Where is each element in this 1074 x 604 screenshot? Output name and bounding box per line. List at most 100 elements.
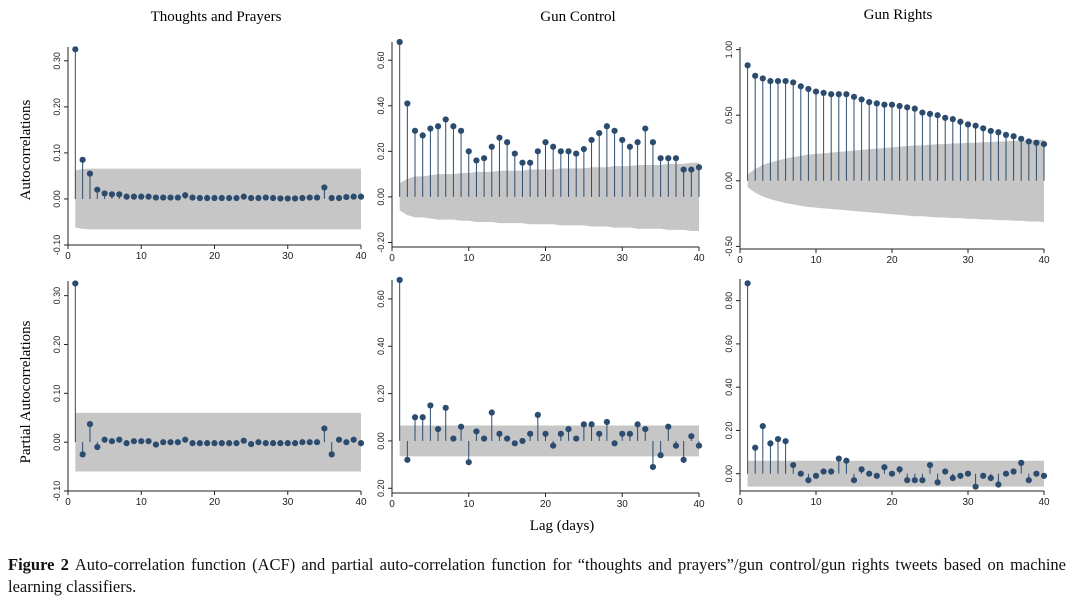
acf-point (835, 91, 842, 98)
acf-point (820, 468, 827, 475)
acf-point (642, 125, 649, 132)
acf-point (896, 102, 903, 110)
acf-point (527, 159, 534, 166)
acf-point (419, 414, 426, 421)
confidence-band (747, 139, 1044, 223)
acf-point (995, 129, 1002, 136)
acf-point (504, 435, 511, 442)
y-tick-label: 0.00 (52, 190, 62, 208)
acf-point (306, 194, 313, 201)
acf-point (160, 439, 167, 446)
acf-point (306, 439, 313, 446)
acf-point (145, 193, 152, 200)
y-tick-label: 0.80 (724, 292, 734, 310)
acf-point (957, 472, 964, 479)
acf-point (496, 430, 503, 437)
acf-point (573, 150, 580, 157)
acf-point (866, 470, 873, 477)
acf-point (649, 463, 657, 471)
acf-point (182, 192, 189, 199)
y-tick-label: 0.60 (376, 51, 386, 69)
x-tick-label: 30 (962, 497, 974, 508)
acf-point (888, 470, 896, 477)
acf-point (511, 150, 518, 157)
acf-point (634, 139, 641, 146)
x-tick-label: 20 (540, 253, 552, 264)
acf-point (565, 426, 572, 433)
acf-point (534, 148, 541, 155)
row-label-partial-autocorrelations: Partial Autocorrelations (18, 320, 34, 463)
confidence-band (747, 460, 1044, 487)
acf-point (174, 194, 181, 201)
acf-point (949, 474, 956, 482)
acf-point (204, 440, 211, 447)
acf-point (1018, 459, 1025, 466)
acf-point (160, 194, 167, 201)
acf-point (182, 436, 189, 443)
acf-point (357, 440, 365, 447)
y-tick-label: 0.00 (376, 432, 386, 450)
acf-point (926, 110, 934, 117)
caption-label: Figure 2 (8, 555, 69, 574)
acf-point (450, 435, 457, 442)
acf-point (255, 439, 262, 446)
acf-point (335, 194, 343, 202)
acf-point (465, 459, 472, 466)
acf-point (481, 155, 488, 162)
x-tick-label: 0 (65, 251, 71, 262)
acf-point (942, 468, 949, 475)
acf-point (427, 402, 434, 409)
y-tick-label: 0.40 (724, 378, 734, 396)
x-tick-label: 0 (389, 253, 395, 264)
x-tick-label: 30 (282, 251, 294, 262)
y-tick-label: 0.20 (376, 143, 386, 161)
acf-point (934, 112, 941, 119)
acf-point (86, 170, 94, 177)
y-tick-label: 0.20 (376, 385, 386, 403)
acf-point (94, 186, 101, 193)
figure-caption: Figure 2 Auto-correlation function (ACF) … (8, 554, 1066, 598)
y-tick-label: 0.40 (376, 338, 386, 356)
acf-point (270, 440, 277, 447)
acf-point (189, 440, 196, 447)
acf-point (262, 440, 269, 447)
panel-gun-rights-acf: -0.50 0.00 0.50 1.00 0 10 20 30 40 (724, 41, 1050, 266)
acf-point (350, 193, 357, 200)
x-tick-label: 40 (355, 497, 367, 508)
acf-point (850, 477, 858, 484)
acf-point (820, 89, 827, 97)
acf-point (759, 75, 766, 82)
acf-point (116, 436, 123, 443)
x-tick-label: 30 (617, 253, 629, 264)
acf-point (101, 190, 108, 197)
acf-point (774, 78, 782, 85)
acf-point (1040, 472, 1048, 479)
acf-point (596, 430, 603, 437)
acf-point (218, 440, 225, 447)
acf-point (434, 426, 442, 433)
shared-xlabel: Lag (days) (530, 518, 595, 534)
acf-point (680, 166, 687, 173)
acf-point (321, 184, 328, 191)
y-tick-label: 0.20 (376, 480, 386, 498)
acf-point (434, 123, 442, 130)
acf-point (987, 127, 994, 135)
x-tick-label: 0 (737, 255, 743, 266)
acf-point (442, 116, 449, 123)
acf-point (649, 139, 657, 146)
acf-point (611, 440, 618, 447)
acf-point (94, 443, 101, 451)
acf-point (557, 430, 564, 437)
acf-point (130, 193, 138, 200)
acf-point (248, 194, 255, 202)
x-tick-label: 20 (209, 251, 221, 262)
x-tick-label: 40 (355, 251, 367, 262)
acf-point (797, 470, 804, 477)
y-tick-label: 0.60 (724, 335, 734, 353)
x-tick-label: 30 (282, 497, 294, 508)
acf-point (580, 421, 587, 428)
acf-point (138, 193, 145, 200)
x-tick-label: 0 (737, 497, 743, 508)
acf-point (904, 104, 911, 111)
acf-point (964, 470, 972, 477)
